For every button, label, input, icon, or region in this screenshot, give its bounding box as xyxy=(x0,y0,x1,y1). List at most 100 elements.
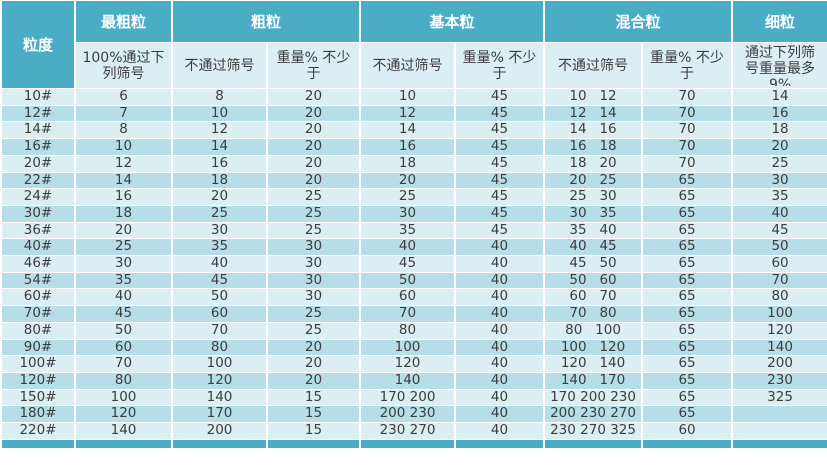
cell: 12 xyxy=(359,104,457,123)
cell: 45 xyxy=(454,171,546,190)
row-size-label: 14# xyxy=(0,121,76,140)
cell xyxy=(731,422,827,440)
row-size-label: 20# xyxy=(0,154,76,173)
cell: 60 xyxy=(641,422,734,440)
footer-strip-cell xyxy=(731,438,827,449)
footer-strip-cell xyxy=(641,438,734,449)
cell: 70 xyxy=(171,321,268,340)
subheader-coarse-weight-min: 重量% 不少 于 xyxy=(265,42,362,89)
table-row: 36# 20 30 25 35 45 35 40 65 45 xyxy=(0,221,827,240)
cell xyxy=(731,405,827,424)
table-row: 40# 25 35 30 40 40 40 45 65 50 xyxy=(0,238,827,257)
row-size-label: 90# xyxy=(0,338,76,357)
cell: 230 270 325 xyxy=(543,422,644,440)
cell: 65 xyxy=(641,288,734,307)
cell: 40 xyxy=(454,388,546,407)
cell: 45 xyxy=(74,305,173,323)
column-header-size: 粒度 xyxy=(0,0,76,89)
cell: 50 xyxy=(74,321,173,340)
cell: 65 xyxy=(641,221,734,240)
cell: 170 200 230 xyxy=(543,388,644,407)
cell: 25 xyxy=(359,188,457,206)
cell: 20 xyxy=(265,138,362,156)
cell: 6 xyxy=(74,88,173,106)
footer-strip-cell xyxy=(171,438,268,449)
cell: 40 xyxy=(454,271,546,290)
cell: 16 xyxy=(74,188,173,206)
row-size-label: 54# xyxy=(0,271,76,290)
cell: 14 xyxy=(359,121,457,140)
cell: 200 xyxy=(731,355,827,373)
cell: 25 xyxy=(265,305,362,323)
cell: 120 xyxy=(74,405,173,424)
subheader-coarse-not-pass-sieve: 不通过筛号 xyxy=(171,42,268,89)
cell: 45 xyxy=(454,204,546,223)
cell: 80 100 xyxy=(543,321,644,340)
cell: 40 45 xyxy=(543,238,644,257)
group-header-coarse: 粗粒 xyxy=(170,0,362,43)
cell: 20 xyxy=(265,371,362,390)
cell: 140 xyxy=(171,388,268,407)
cell: 16 xyxy=(359,138,457,156)
cell: 20 xyxy=(265,88,362,106)
table-row: 12# 7 10 20 12 45 12 14 70 16 xyxy=(0,104,827,123)
subheader-mixed-not-pass-sieve: 不通过筛号 xyxy=(543,42,644,89)
row-size-label: 40# xyxy=(0,238,76,257)
cell: 30 xyxy=(265,255,362,273)
cell: 18 xyxy=(74,204,173,223)
cell: 60 xyxy=(74,338,173,357)
cell: 80 xyxy=(171,338,268,357)
grit-size-table: 粒度 最粗粒 粗粒 基本粒 混合粒 细粒 100%通过下 列筛号 不通过筛号 重… xyxy=(0,0,827,449)
cell: 140 xyxy=(359,371,457,390)
cell: 40 xyxy=(454,422,546,440)
cell: 25 xyxy=(731,154,827,173)
cell: 40 xyxy=(454,255,546,273)
cell: 30 xyxy=(359,204,457,223)
table-row: 220# 140 200 15 230 270 40 230 270 325 60 xyxy=(0,422,827,440)
cell: 45 xyxy=(731,221,827,240)
cell: 15 xyxy=(265,405,362,424)
row-size-label: 60# xyxy=(0,288,76,307)
cell: 8 xyxy=(74,121,173,140)
cell: 12 xyxy=(74,154,173,173)
cell: 40 xyxy=(454,321,546,340)
cell: 20 xyxy=(265,171,362,190)
row-size-label: 46# xyxy=(0,255,76,273)
row-size-label: 10# xyxy=(0,88,76,106)
cell: 15 xyxy=(265,422,362,440)
cell: 70 xyxy=(641,154,734,173)
cell: 65 xyxy=(641,188,734,206)
subheader-basic-weight-min: 重量% 不少 于 xyxy=(454,42,546,89)
cell: 80 xyxy=(74,371,173,390)
cell: 7 xyxy=(74,104,173,123)
cell: 30 xyxy=(171,221,268,240)
table-row: 30# 18 25 25 30 45 30 35 65 40 xyxy=(0,204,827,223)
cell: 120 xyxy=(171,371,268,390)
cell: 16 xyxy=(731,104,827,123)
cell: 25 xyxy=(265,221,362,240)
cell: 70 xyxy=(74,355,173,373)
cell: 45 xyxy=(454,221,546,240)
table-row: 22# 14 18 20 20 45 20 25 65 30 xyxy=(0,171,827,190)
table-row: 150# 100 140 15 170 200 40 170 200 230 65 325 xyxy=(0,388,827,407)
table-row: 10# 6 8 20 10 45 10 12 70 14 xyxy=(0,88,827,106)
cell: 200 230 270 xyxy=(543,405,644,424)
cell: 40 xyxy=(454,238,546,257)
cell: 170 xyxy=(171,405,268,424)
table-row: 90# 60 80 20 100 40 100 120 65 140 xyxy=(0,338,827,357)
table-row: 70# 45 60 25 70 40 70 80 65 100 xyxy=(0,305,827,323)
cell: 40 xyxy=(454,405,546,424)
cell: 12 14 xyxy=(543,104,644,123)
cell: 50 xyxy=(731,238,827,257)
row-size-label: 220# xyxy=(0,422,76,440)
cell: 200 xyxy=(171,422,268,440)
cell: 30 xyxy=(265,238,362,257)
row-size-label: 100# xyxy=(0,355,76,373)
row-size-label: 22# xyxy=(0,171,76,190)
cell: 14 xyxy=(731,88,827,106)
sub-header-row: 100%通过下 列筛号 不通过筛号 重量% 不少 于 不通过筛号 重量% 不少 … xyxy=(1,42,827,89)
cell: 18 xyxy=(731,121,827,140)
cell: 60 xyxy=(731,255,827,273)
cell: 80 xyxy=(731,288,827,307)
cell: 40 xyxy=(454,371,546,390)
